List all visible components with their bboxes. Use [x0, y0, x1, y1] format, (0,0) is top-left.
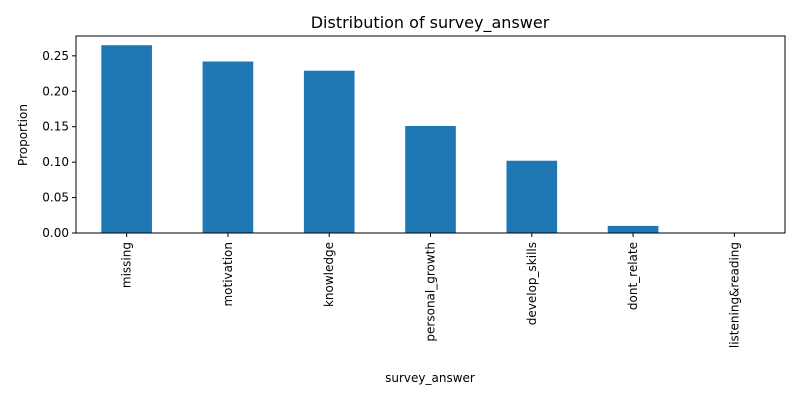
- x-tick-label: personal_growth: [424, 242, 438, 342]
- bar-personal-growth: [405, 125, 456, 233]
- y-tick-label: 0.25: [42, 49, 69, 63]
- bars-group: [101, 45, 760, 234]
- x-tick-label: dont_relate: [626, 242, 640, 310]
- y-tick-label: 0.00: [42, 226, 69, 240]
- x-tick-label: motivation: [221, 242, 235, 307]
- x-axis-label: survey_answer: [385, 371, 475, 385]
- x-axis: missing motivation knowledge personal_growt…: [120, 233, 741, 348]
- y-tick-label: 0.20: [42, 84, 69, 98]
- y-tick-label: 0.15: [42, 120, 69, 134]
- x-tick-label: develop_skills: [525, 242, 539, 325]
- bar-missing: [101, 45, 152, 233]
- y-axis-label: Proportion: [16, 104, 30, 166]
- y-axis: 0.00 0.05 0.10 0.15 0.20 0.25: [42, 49, 76, 240]
- y-tick-label: 0.05: [42, 191, 69, 205]
- plot-frame: [75, 35, 786, 234]
- bar-develop-skills: [506, 160, 558, 233]
- x-tick-label: missing: [120, 242, 134, 288]
- y-tick-label: 0.10: [42, 155, 69, 169]
- x-tick-label: knowledge: [322, 242, 336, 307]
- bar-knowledge: [303, 70, 355, 233]
- chart-title: Distribution of survey_answer: [311, 13, 550, 33]
- bar-motivation: [202, 61, 254, 234]
- x-tick-label: listening&reading: [727, 242, 741, 348]
- bar-dont-relate: [607, 225, 659, 233]
